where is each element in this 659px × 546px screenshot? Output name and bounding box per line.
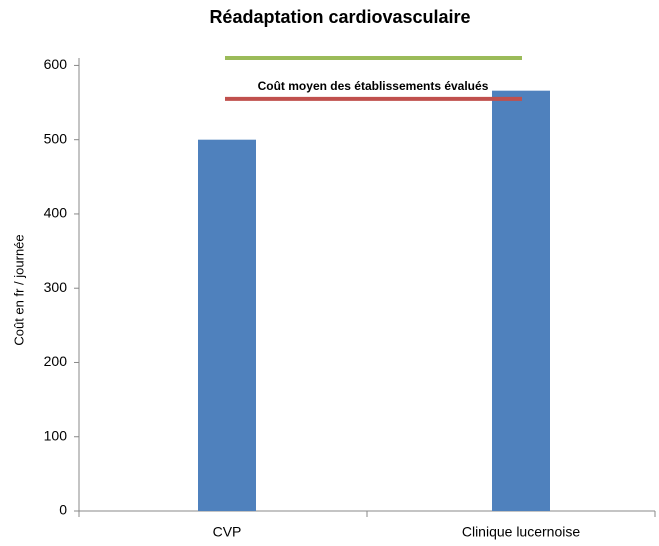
- bar: [492, 90, 550, 511]
- y-tick-label: 600: [44, 56, 68, 72]
- y-tick-label: 400: [44, 205, 68, 221]
- y-tick-label: 500: [44, 130, 68, 146]
- x-tick-label: Clinique lucernoise: [462, 524, 581, 540]
- chart-title: Réadaptation cardiovasculaire: [209, 7, 470, 27]
- y-tick-label: 100: [44, 427, 68, 443]
- y-tick-label: 0: [59, 502, 67, 518]
- bar: [198, 139, 256, 511]
- y-axis-label: Coût en fr / journée: [11, 234, 26, 345]
- y-tick-label: 200: [44, 353, 68, 369]
- x-tick-label: CVP: [213, 524, 242, 540]
- reference-label: Coût moyen des établissements évalués: [258, 79, 489, 93]
- y-tick-label: 300: [44, 279, 68, 295]
